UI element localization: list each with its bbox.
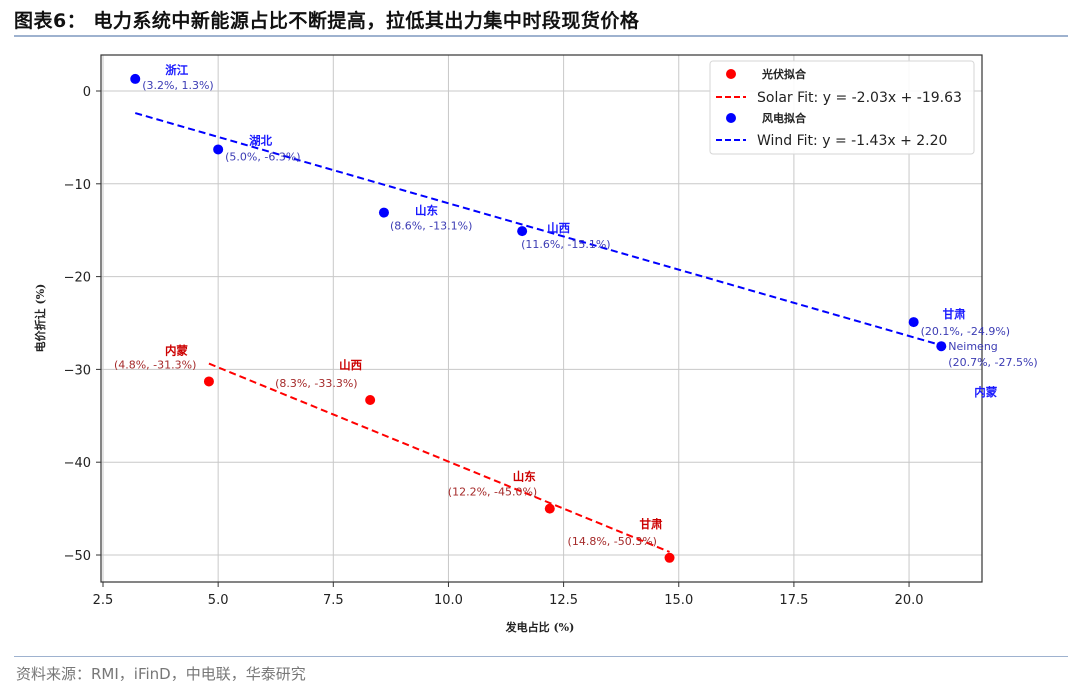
point-extra-label: Neimeng (948, 340, 998, 353)
data-point (664, 552, 675, 563)
region-label: 甘肃 (640, 517, 663, 531)
grid-lines (101, 55, 982, 582)
plot-frame (100, 54, 983, 583)
region-label: 湖北 (249, 133, 272, 147)
point-coordinate-label: (8.3%, -33.3%) (275, 377, 357, 390)
legend-marker-dot (726, 69, 736, 79)
data-point (544, 503, 555, 514)
data-point (517, 226, 528, 237)
data-point (365, 395, 376, 406)
data-point (936, 341, 947, 352)
data-points (130, 73, 947, 563)
wind-fit-line (134, 112, 942, 347)
y-tick-label: −30 (64, 363, 91, 378)
region-label: 山东 (415, 204, 438, 218)
source-note: 资料来源：RMI，iFinD，中电联，华泰研究 (16, 665, 306, 683)
x-tick-label: 10.0 (434, 593, 463, 608)
x-tick-label: 20.0 (895, 593, 924, 608)
legend-label: 风电拟合 (762, 111, 807, 125)
point-coordinate-label: (5.0%, -6.3%) (225, 150, 300, 163)
solar-fit-line (208, 362, 670, 553)
point-coordinate-label: (12.2%, -45.0%) (448, 486, 537, 499)
data-point (203, 376, 214, 387)
y-axis-ticks: 0 −10 −20 −30 −40 −50 (64, 85, 101, 564)
legend: 光伏拟合 Solar Fit: y = -2.03x + -19.63 风电拟合 Wi… (709, 60, 975, 155)
region-label: 浙江 (165, 63, 188, 77)
point-coordinate-label: (3.2%, 1.3%) (142, 79, 213, 92)
region-label: 内蒙 (165, 343, 188, 357)
region-label: 山东 (513, 470, 536, 484)
legend-label: 光伏拟合 (761, 67, 807, 81)
title-divider (14, 35, 1068, 37)
point-coordinate-label: (20.7%, -27.5%) (948, 356, 1037, 369)
x-tick-label: 2.5 (93, 593, 114, 608)
data-point (213, 144, 224, 155)
region-label: 甘肃 (943, 307, 966, 321)
data-point (130, 73, 141, 84)
point-coordinate-label: (14.8%, -50.3%) (568, 535, 657, 548)
y-tick-label: −10 (64, 178, 91, 193)
x-tick-label: 17.5 (779, 593, 808, 608)
region-label: 山西 (339, 358, 362, 372)
fit-lines (134, 112, 942, 553)
point-annotations: 内蒙(4.8%, -31.3%) 山西(8.3%, -33.3%)山东(12.2%… (114, 63, 1038, 548)
region-label: 山西 (547, 221, 570, 235)
x-tick-label: 7.5 (323, 593, 344, 608)
point-coordinate-label: (8.6%, -13.1%) (390, 220, 472, 233)
point-coordinate-label: (4.8%, -31.3%) (114, 358, 196, 371)
legend-label: Wind Fit: y = -1.43x + 2.20 (757, 133, 947, 149)
point-coordinate-label: (20.1%, -24.9%) (921, 325, 1010, 338)
x-tick-label: 5.0 (208, 593, 229, 608)
figure-title: 图表6： 电力系统中新能源占比不断提高，拉低其出力集中时段现货价格 (14, 10, 640, 32)
x-axis-ticks: 2.5 5.0 7.5 10.0 12.5 15.0 17.5 20.0 (93, 582, 924, 608)
x-tick-label: 15.0 (664, 593, 693, 608)
region-label: 内蒙 (974, 385, 997, 399)
y-tick-label: −20 (64, 271, 91, 286)
source-divider (14, 656, 1068, 657)
y-tick-label: −40 (64, 456, 91, 471)
y-axis-label: 电价折让 (%) (33, 284, 47, 353)
legend-label: Solar Fit: y = -2.03x + -19.63 (757, 90, 962, 106)
legend-marker-dot (726, 113, 736, 123)
x-axis-label: 发电占比 (%) (505, 620, 575, 634)
point-coordinate-label: (11.6%, -15.1%) (521, 238, 610, 251)
data-point (378, 207, 389, 218)
y-tick-label: 0 (83, 85, 91, 100)
data-point (908, 317, 919, 328)
y-tick-label: −50 (64, 549, 91, 564)
x-tick-label: 12.5 (549, 593, 578, 608)
